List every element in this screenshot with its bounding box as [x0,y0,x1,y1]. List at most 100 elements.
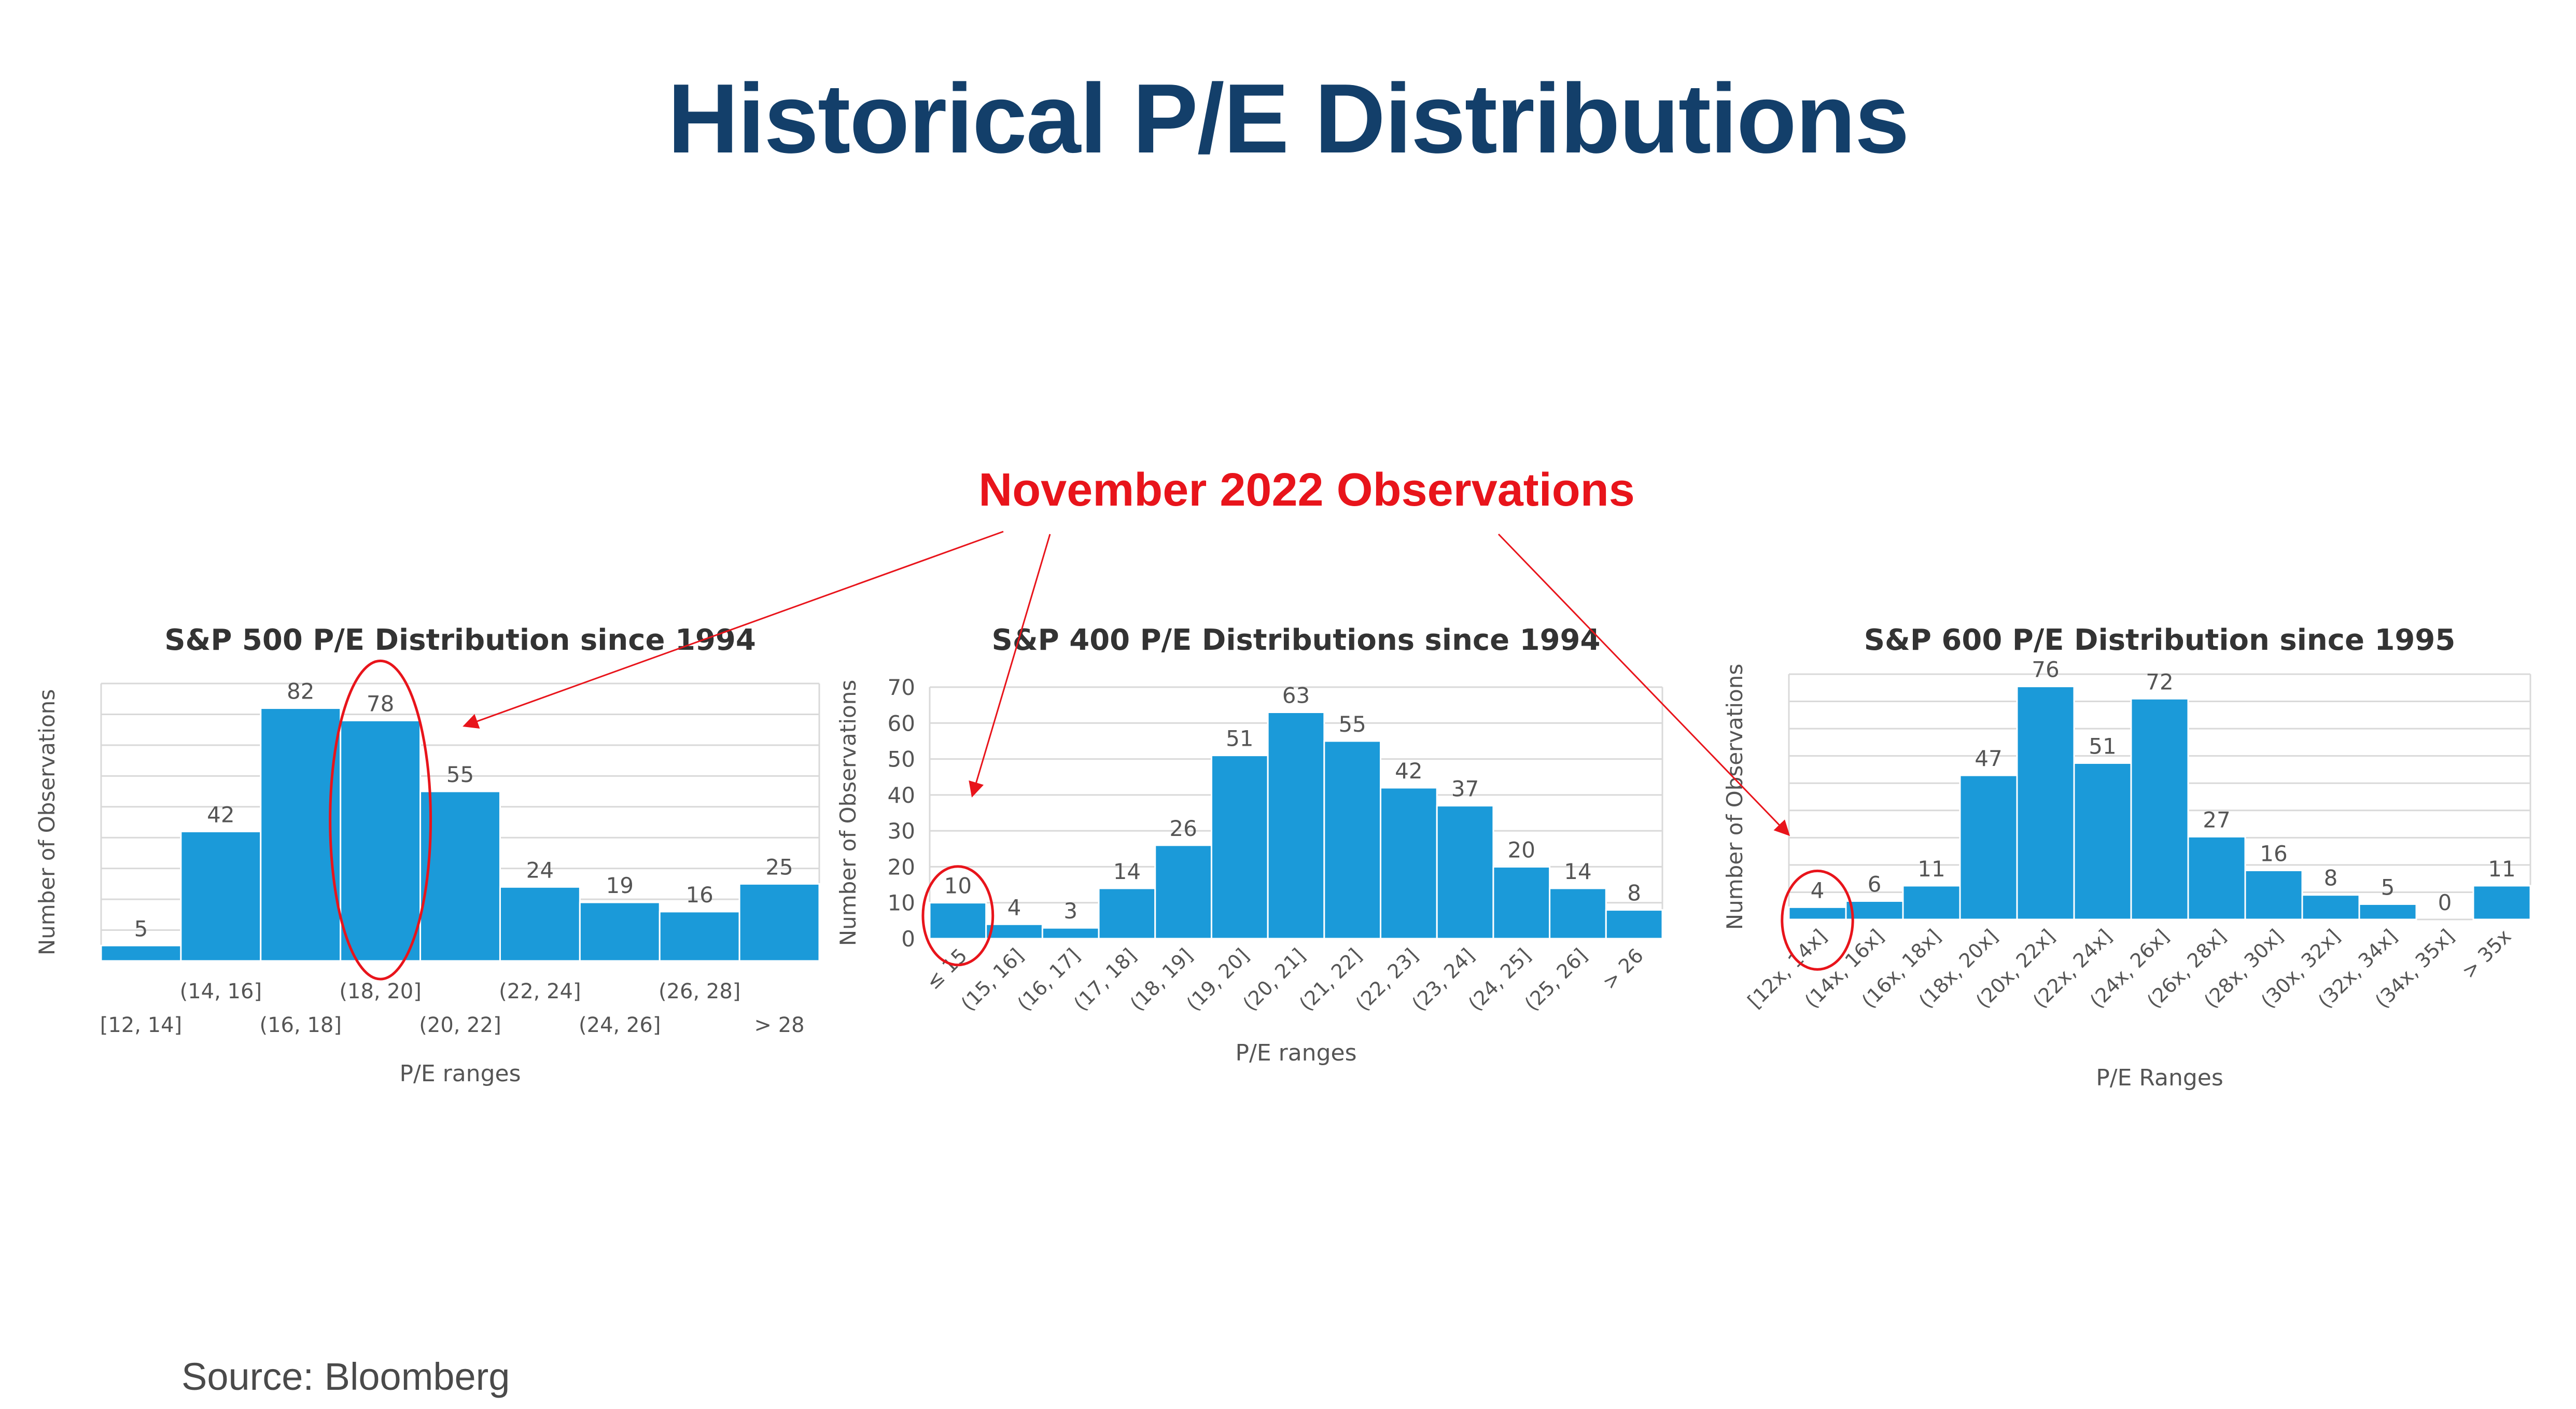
x-axis-label: P/E Ranges [2096,1065,2223,1091]
bar [1436,805,1494,940]
data-label: 37 [1451,776,1479,802]
highlight-ellipse [1781,869,1854,971]
category-label: (16, 18] [260,1013,342,1037]
data-label: 11 [2488,856,2515,882]
data-label: 8 [2324,866,2338,891]
category-label: (21, 22] [1295,944,1366,1015]
data-label: 4 [1811,877,1825,903]
bar [2187,835,2246,920]
category-label: ≤ 15 [921,944,971,994]
x-axis-label: P/E ranges [1235,1040,1356,1066]
highlight-ellipse [329,659,432,981]
bar [1902,885,1961,920]
category-label: (22, 23] [1351,944,1423,1015]
category-label: (17, 18] [1069,944,1141,1015]
chart-title: S&P 400 P/E Distributions since 1994 [992,623,1601,657]
bar [180,830,262,962]
data-label: 4 [1007,895,1021,920]
bar [499,886,581,962]
data-label: 25 [765,854,793,880]
category-label: (25, 26] [1520,944,1592,1015]
y-axis-label: Number of Observations [1722,664,1747,930]
data-label: 42 [1395,758,1422,784]
bar [1098,887,1156,940]
bar [1154,844,1212,940]
bar [1323,740,1382,940]
bar [1267,712,1325,940]
category-label: (24, 26] [579,1013,661,1037]
bar [2073,762,2132,920]
category-label: (24, 25] [1464,944,1535,1015]
category-label: (20, 22] [419,1013,501,1037]
bar [1041,927,1100,940]
y-axis-label: Number of Observations [835,680,861,946]
y-tick-label: 30 [888,818,915,844]
highlight-ellipse [921,865,995,967]
bar [738,883,820,962]
data-label: 82 [287,679,314,704]
bar [260,707,342,962]
data-label: 11 [1917,856,1945,882]
data-label: 0 [2438,890,2452,915]
annotation-arrow [463,531,1004,729]
data-label: 16 [2260,841,2287,866]
bar [419,790,501,962]
data-label: 47 [1975,746,2002,771]
bar [2130,697,2189,920]
page-title: Historical P/E Distributions [667,64,1909,174]
data-label: 5 [2381,874,2395,900]
data-label: 19 [606,873,634,898]
bar [929,902,987,940]
bar [2358,903,2417,920]
category-label: (18, 20] [339,980,421,1003]
category-label: (16, 17] [1013,944,1085,1015]
chart-3: S&P 600 P/E Distribution since 19954[12x… [1722,623,2531,1091]
bar [340,719,422,962]
bar [1492,866,1551,940]
data-label: 16 [685,882,713,908]
annotation-arrow [969,534,1051,798]
data-label: 55 [1338,712,1366,737]
bar [100,944,182,962]
y-tick-label: 10 [888,890,915,916]
category-label: [12, 14] [100,1013,182,1037]
bar [1788,906,1847,920]
chart-2: S&P 400 P/E Distributions since 1994 0 10 2… [835,623,1663,1066]
data-label: 63 [1282,683,1310,708]
chart-title: S&P 500 P/E Distribution since 1994 [164,623,756,657]
data-label: 6 [1868,872,1882,897]
bar [2301,894,2360,920]
data-label: 5 [134,916,148,941]
data-label: 76 [2032,657,2059,682]
bar [985,923,1043,940]
data-label: 51 [2089,733,2116,759]
data-label: 51 [1226,726,1253,751]
bar [1845,900,1904,920]
bar [1549,887,1607,940]
annotation-label: November 2022 Observations [978,464,1635,516]
y-tick-label: 40 [888,783,915,808]
bar [2472,885,2531,920]
y-axis-label: Number of Observations [34,689,60,956]
data-label: 78 [367,691,394,716]
chart-title: S&P 600 P/E Distribution since 1995 [1864,623,2456,657]
annotation-arrow [1497,533,1790,836]
data-label: 42 [207,802,234,827]
category-label: (26, 28] [659,980,740,1003]
data-label: 24 [526,857,554,883]
y-tick-label: 50 [888,747,915,772]
data-label: 27 [2203,807,2230,832]
category-label: (18, 19] [1126,944,1197,1015]
y-tick-label: 20 [888,854,915,880]
data-label: 8 [1627,881,1641,906]
x-axis-label: P/E ranges [399,1061,521,1087]
y-tick-label: 60 [888,710,915,736]
chart-1: S&P 500 P/E Distribution since 1994 5 [12,… [34,623,820,1087]
bar [579,901,661,962]
data-label: 20 [1508,837,1535,862]
y-tick-label: 70 [888,675,915,700]
source-note: Source: Bloomberg [181,1355,510,1398]
category-label: (14, 16] [180,980,262,1003]
bar [1210,755,1269,940]
